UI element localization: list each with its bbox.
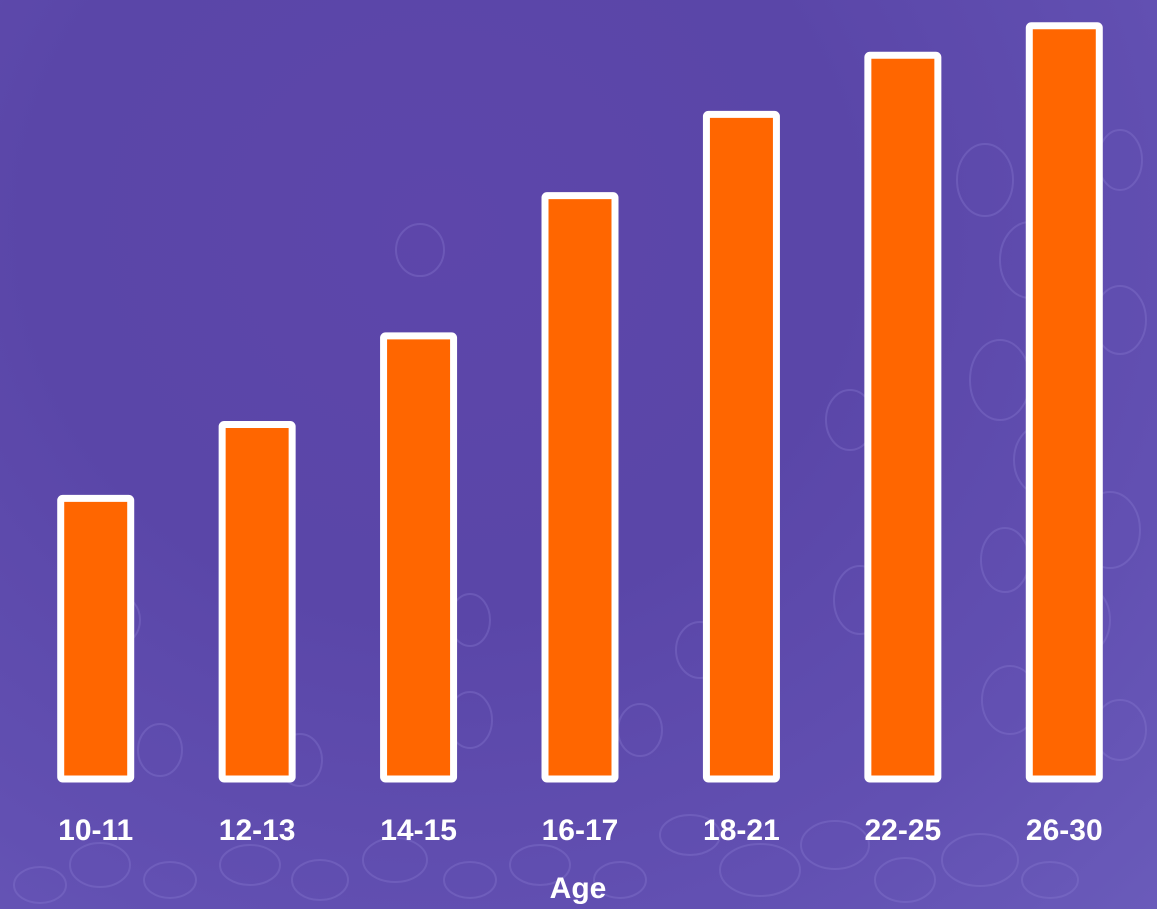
bar-10-11 (57, 494, 135, 783)
background-circle (13, 866, 67, 904)
x-tick-label: 14-15 (380, 814, 457, 847)
x-tick-label: 26-30 (1026, 814, 1103, 847)
bar-26-30 (1025, 22, 1103, 783)
bars-group (57, 22, 1103, 783)
background-circle (719, 843, 801, 897)
x-tick-label: 10-11 (58, 814, 133, 847)
background-circle (980, 527, 1030, 593)
background-circle (593, 861, 647, 899)
background-circle (69, 842, 131, 888)
background-circle (659, 814, 721, 856)
background-circle (509, 844, 571, 886)
background-circle (395, 223, 445, 277)
background-circle (800, 820, 870, 870)
x-tick-label: 22-25 (864, 814, 941, 847)
x-tick-label: 12-13 (219, 814, 296, 847)
background-circle (1097, 129, 1143, 191)
bar-22-25 (864, 51, 942, 783)
background-circle (617, 703, 663, 757)
background-circle (291, 859, 349, 901)
background-circle (137, 723, 183, 777)
background-circle (143, 861, 197, 899)
x-axis-label: Age (550, 872, 607, 905)
x-tick-label: 18-21 (703, 814, 780, 847)
bar-12-13 (218, 421, 296, 783)
background-circle (219, 844, 281, 886)
bar-18-21 (702, 110, 780, 783)
background-circle (362, 837, 428, 883)
background-circle (941, 833, 1019, 887)
background-circle (874, 857, 936, 903)
x-tick-labels: 10-11 12-13 14-15 16-17 18-21 22-25 26-30 (58, 814, 1102, 847)
x-tick-label: 16-17 (542, 814, 619, 847)
bar-14-15 (380, 332, 458, 783)
background-circle (969, 339, 1031, 421)
background-circle (1021, 861, 1079, 899)
bar-16-17 (541, 192, 619, 783)
background-circle (443, 861, 497, 899)
background-circle (956, 143, 1014, 217)
